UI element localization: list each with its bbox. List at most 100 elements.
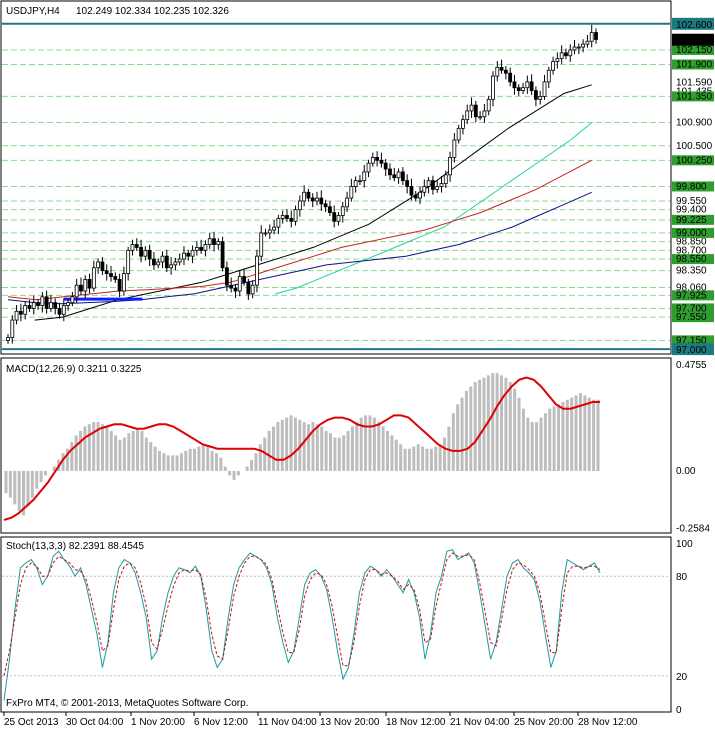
- candle-body: [349, 186, 354, 199]
- moving-average-3: [7, 191, 592, 305]
- macd-tick-label: 0.4755: [676, 360, 707, 371]
- candle-body: [18, 310, 23, 315]
- candle-body: [40, 296, 45, 306]
- resistance-label: 102.600: [676, 20, 713, 31]
- candle-body: [91, 267, 96, 289]
- candle-body: [121, 273, 126, 292]
- level-label: 97.150: [676, 335, 707, 346]
- candle-body: [224, 267, 229, 286]
- candle-body: [465, 110, 470, 121]
- candle-body: [478, 116, 483, 119]
- candle-body: [581, 43, 586, 48]
- price-tick-label: 99.400: [676, 205, 707, 216]
- candle-body: [310, 197, 315, 202]
- time-tick-label: 1 Nov 20:00: [131, 717, 185, 728]
- level-label: 97.700: [676, 303, 707, 314]
- candle-body: [443, 174, 448, 184]
- candle-body: [529, 81, 534, 92]
- candle-body: [336, 215, 341, 222]
- candle-body: [323, 203, 328, 208]
- candle-body: [23, 305, 28, 315]
- time-tick-label: 13 Nov 20:00: [320, 717, 380, 728]
- candle-body: [207, 238, 212, 245]
- level-label: 99.225: [676, 215, 707, 226]
- copyright-text: FxPro MT4, © 2001-2013, MetaQuotes Softw…: [6, 698, 248, 709]
- stoch-panel[interactable]: [0, 536, 672, 713]
- candle-body: [285, 215, 289, 219]
- candle-body: [418, 191, 422, 199]
- time-tick-label: 25 Oct 2013: [4, 717, 59, 728]
- level-label-bg: [672, 59, 714, 70]
- candle-body: [182, 252, 186, 260]
- candle-body: [272, 226, 277, 231]
- candle-body: [14, 310, 19, 321]
- candle-body: [379, 159, 384, 164]
- candle-body: [186, 252, 191, 257]
- candle-body: [499, 66, 504, 71]
- level-label-bg: [672, 335, 714, 346]
- candle-body: [156, 261, 161, 266]
- stoch-tick-label: 80: [676, 572, 688, 583]
- candle-body: [147, 249, 152, 260]
- price-tick-label: 98.060: [676, 283, 707, 294]
- stoch-title: Stoch(13,3,3) 82.2391 88.4545: [6, 541, 144, 552]
- price-plot: 101.435100.900100.50099.55099.40098.8509…: [2, 17, 714, 356]
- candle-body: [87, 278, 92, 289]
- candle-body: [83, 278, 88, 292]
- candle-body: [44, 296, 49, 309]
- stoch-tick-label: 100: [676, 539, 693, 550]
- candle-body: [589, 32, 594, 42]
- candle-body: [190, 249, 195, 257]
- candle-body: [31, 302, 36, 309]
- level-label: 101.350: [676, 91, 713, 102]
- candle-body: [96, 261, 101, 269]
- macd-plot: 0.4755 0.00 -0.2584: [3, 360, 710, 534]
- candle-body: [366, 162, 371, 173]
- time-tick-label: 30 Oct 04:00: [66, 717, 124, 728]
- candle-body: [521, 87, 525, 92]
- macd-tick-label: 0.00: [676, 466, 696, 477]
- candle-body: [130, 244, 135, 251]
- stoch-tick-label: 20: [676, 672, 688, 683]
- candle-body: [491, 75, 495, 100]
- level-label: 98.550: [676, 254, 707, 265]
- time-tick-label: 25 Nov 20:00: [514, 717, 574, 728]
- candle-body: [456, 127, 461, 141]
- candle-body: [383, 162, 388, 170]
- candle-body: [74, 284, 79, 298]
- candle-body: [53, 302, 58, 309]
- candle-body: [327, 206, 332, 213]
- candle-body: [315, 197, 319, 202]
- candle-body: [585, 40, 590, 45]
- price-tick-label: 98.700: [676, 245, 707, 256]
- candle-body: [542, 81, 547, 97]
- candle-body: [340, 206, 345, 216]
- candle-body: [233, 287, 238, 292]
- price-tick-label: 101.590: [676, 77, 713, 88]
- candle-body: [302, 191, 307, 202]
- level-label-bg: [672, 91, 714, 102]
- candle-body: [27, 305, 32, 309]
- candle-body: [259, 232, 264, 257]
- support-label: 97.000: [676, 345, 707, 356]
- time-axis: 25 Oct 2013 30 Oct 04:00 1 Nov 20:00 6 Nov …: [3, 712, 638, 728]
- candle-body: [255, 255, 259, 286]
- candle-body: [452, 139, 457, 158]
- candle-body: [237, 276, 242, 292]
- candle-body: [36, 302, 40, 306]
- candle-body: [555, 58, 560, 62]
- candle-body: [473, 104, 478, 118]
- candle-body: [546, 69, 551, 83]
- candle-body: [426, 180, 431, 187]
- candle-body: [164, 255, 169, 269]
- candle-body: [250, 284, 255, 295]
- candle-body: [388, 168, 392, 176]
- level-label: 97.550: [676, 312, 707, 323]
- candle-body: [435, 186, 440, 190]
- candle-body: [486, 98, 491, 112]
- candle-body: [392, 174, 397, 179]
- macd-tick-label: -0.2584: [676, 523, 710, 534]
- candle-body: [503, 69, 508, 74]
- level-label-bg: [672, 312, 714, 323]
